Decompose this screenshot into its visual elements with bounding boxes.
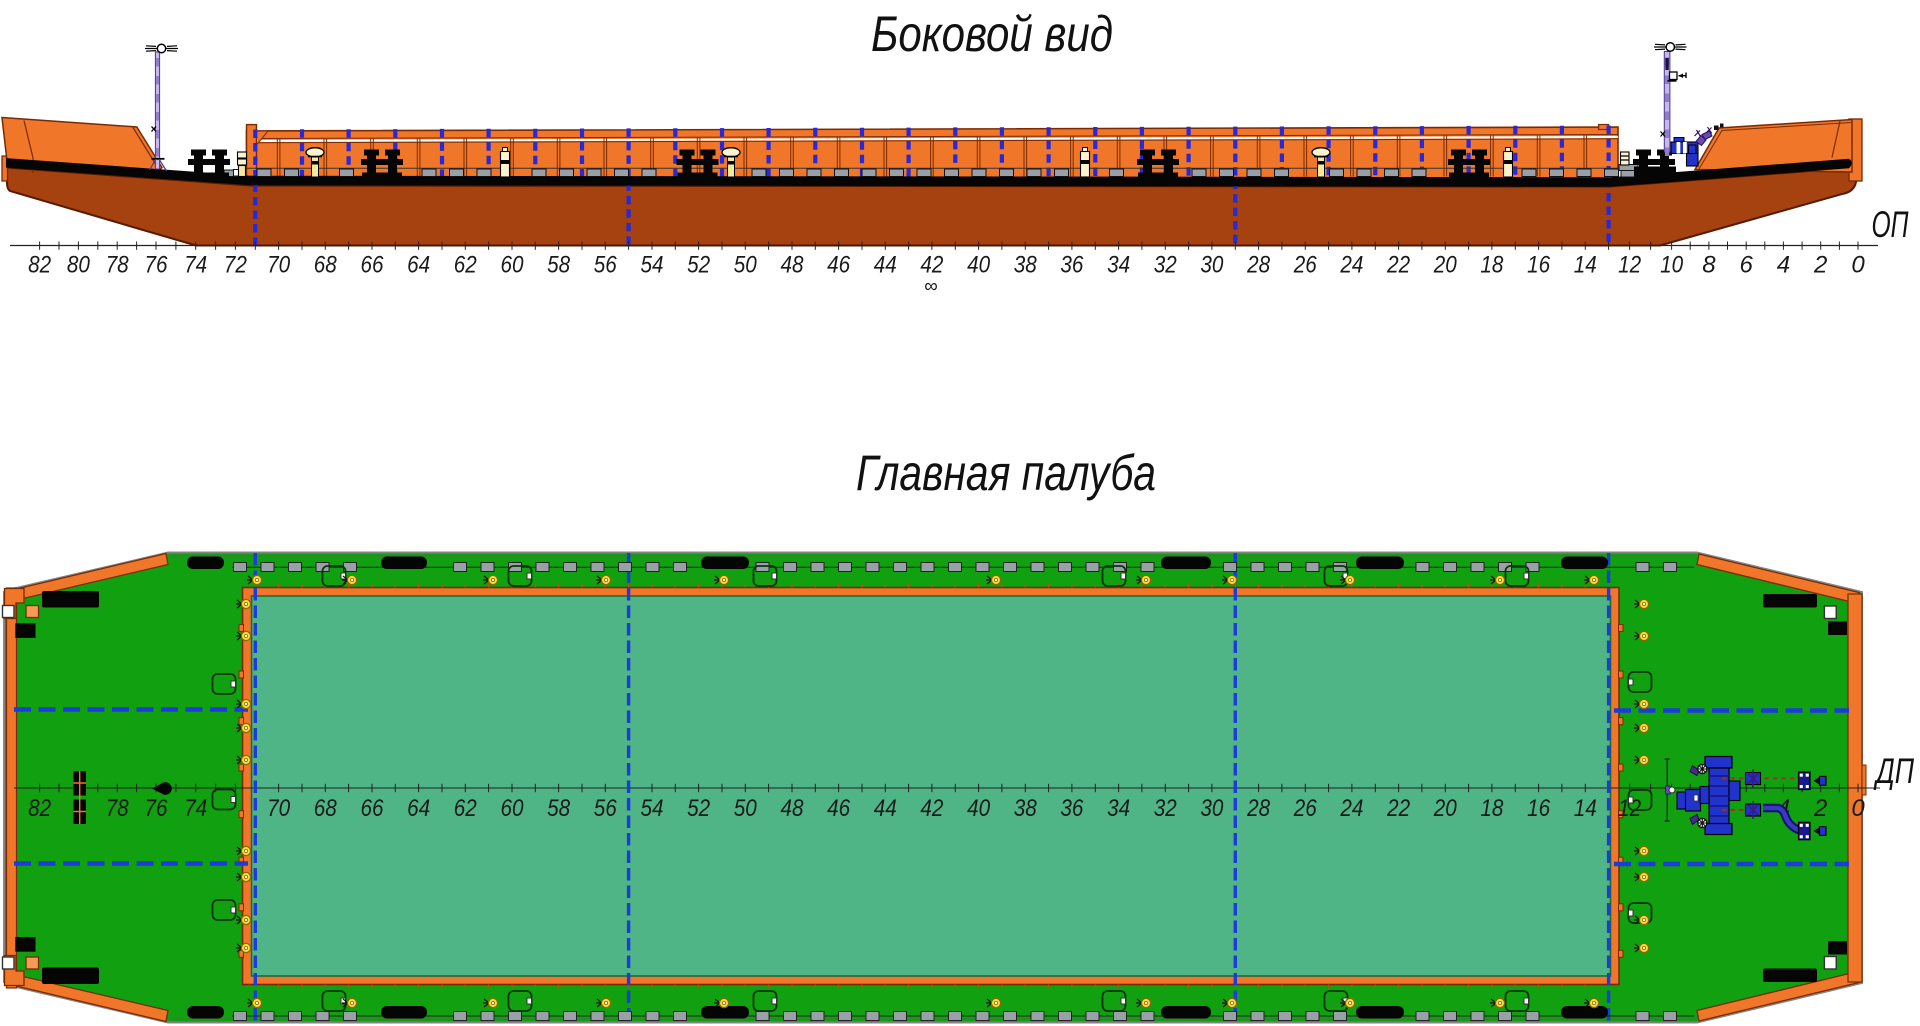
- svg-text:32: 32: [1154, 252, 1177, 279]
- svg-text:68: 68: [314, 252, 338, 279]
- svg-text:16: 16: [1527, 795, 1551, 822]
- svg-text:18: 18: [1480, 795, 1504, 822]
- svg-text:58: 58: [547, 795, 571, 822]
- svg-text:64: 64: [407, 252, 430, 279]
- svg-text:40: 40: [967, 795, 991, 822]
- svg-text:66: 66: [361, 252, 385, 279]
- svg-text:0: 0: [1851, 252, 1865, 279]
- svg-text:38: 38: [1014, 795, 1038, 822]
- svg-text:Боковой вид: Боковой вид: [871, 6, 1113, 62]
- svg-text:66: 66: [361, 795, 385, 822]
- svg-text:74: 74: [184, 252, 207, 279]
- svg-text:38: 38: [1014, 252, 1038, 279]
- svg-text:44: 44: [874, 795, 897, 822]
- svg-text:42: 42: [920, 795, 943, 822]
- svg-text:22: 22: [1386, 795, 1410, 822]
- svg-text:20: 20: [1433, 252, 1457, 279]
- svg-text:76: 76: [145, 795, 169, 822]
- svg-text:78: 78: [106, 252, 130, 279]
- svg-text:62: 62: [454, 795, 477, 822]
- svg-text:50: 50: [734, 252, 758, 279]
- svg-text:6: 6: [1740, 252, 1754, 279]
- svg-text:44: 44: [874, 252, 897, 279]
- svg-text:2: 2: [1813, 795, 1827, 822]
- svg-text:40: 40: [967, 252, 991, 279]
- svg-text:60: 60: [501, 252, 525, 279]
- svg-text:30: 30: [1200, 795, 1224, 822]
- svg-text:0: 0: [1851, 795, 1865, 822]
- svg-text:36: 36: [1060, 795, 1084, 822]
- svg-text:32: 32: [1154, 795, 1177, 822]
- svg-text:14: 14: [1574, 795, 1597, 822]
- svg-text:24: 24: [1340, 795, 1364, 822]
- svg-text:78: 78: [106, 795, 130, 822]
- svg-text:12: 12: [1618, 252, 1641, 279]
- svg-text:ОП: ОП: [1872, 204, 1909, 245]
- svg-text:56: 56: [594, 252, 618, 279]
- svg-text:60: 60: [501, 795, 525, 822]
- svg-text:18: 18: [1480, 252, 1504, 279]
- svg-text:54: 54: [641, 252, 664, 279]
- svg-text:24: 24: [1340, 252, 1364, 279]
- svg-text:16: 16: [1527, 252, 1551, 279]
- svg-text:8: 8: [1702, 252, 1716, 279]
- svg-text:70: 70: [267, 252, 291, 279]
- svg-text:4: 4: [1777, 252, 1790, 279]
- svg-text:80: 80: [67, 252, 91, 279]
- svg-text:48: 48: [781, 795, 805, 822]
- svg-text:52: 52: [687, 795, 710, 822]
- svg-text:30: 30: [1200, 252, 1224, 279]
- svg-text:56: 56: [594, 795, 618, 822]
- svg-text:10: 10: [1660, 252, 1684, 279]
- svg-text:52: 52: [687, 252, 710, 279]
- svg-text:28: 28: [1246, 252, 1270, 279]
- svg-text:68: 68: [314, 795, 338, 822]
- svg-text:48: 48: [781, 252, 805, 279]
- svg-text:74: 74: [184, 795, 207, 822]
- svg-text:22: 22: [1386, 252, 1410, 279]
- svg-text:72: 72: [224, 252, 247, 279]
- svg-text:42: 42: [920, 252, 943, 279]
- svg-text:36: 36: [1060, 252, 1084, 279]
- svg-text:34: 34: [1107, 795, 1130, 822]
- svg-text:54: 54: [641, 795, 664, 822]
- svg-text:82: 82: [28, 252, 51, 279]
- svg-text:26: 26: [1293, 795, 1317, 822]
- svg-text:2: 2: [1813, 252, 1827, 279]
- svg-text:26: 26: [1293, 252, 1317, 279]
- svg-text:70: 70: [267, 795, 291, 822]
- svg-text:∞: ∞: [924, 276, 938, 297]
- svg-text:28: 28: [1246, 795, 1270, 822]
- svg-text:50: 50: [734, 795, 758, 822]
- svg-text:34: 34: [1107, 252, 1130, 279]
- svg-text:20: 20: [1433, 795, 1457, 822]
- svg-text:46: 46: [827, 252, 851, 279]
- svg-text:46: 46: [827, 795, 851, 822]
- svg-text:Главная палуба: Главная палуба: [856, 445, 1156, 501]
- svg-text:64: 64: [407, 795, 430, 822]
- svg-text:76: 76: [145, 252, 169, 279]
- svg-text:ДП: ДП: [1873, 752, 1915, 791]
- svg-text:82: 82: [28, 795, 51, 822]
- svg-text:14: 14: [1574, 252, 1597, 279]
- svg-text:58: 58: [547, 252, 571, 279]
- svg-text:62: 62: [454, 252, 477, 279]
